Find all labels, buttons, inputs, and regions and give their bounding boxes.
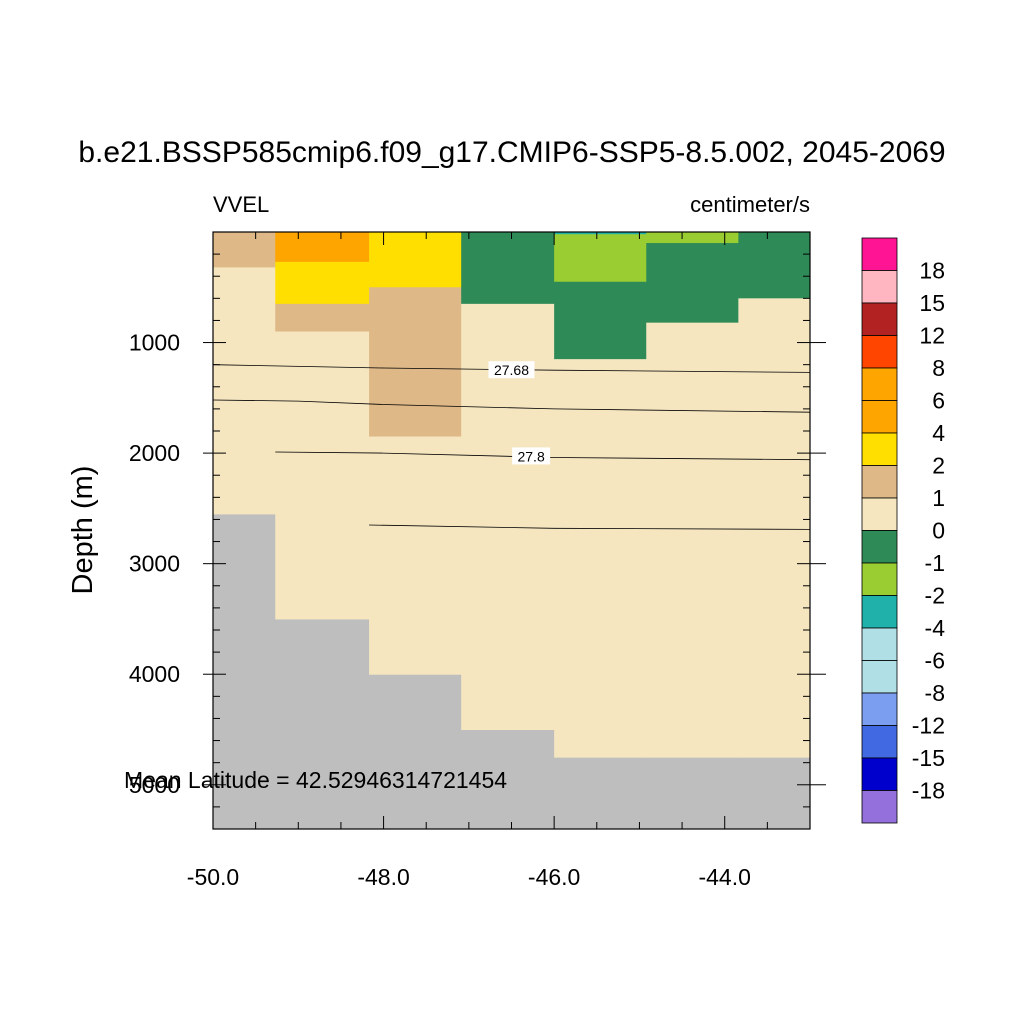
colorbar-box — [861, 432, 898, 466]
field-cell — [554, 232, 647, 235]
colorbar-label: 18 — [919, 258, 945, 284]
chart-title: b.e21.BSSP585cmip6.f09_g17.CMIP6-SSP5-8.… — [78, 136, 945, 169]
colorbar-label: -8 — [925, 680, 945, 706]
field-cell — [461, 232, 555, 305]
colorbar-label: 15 — [919, 290, 945, 316]
colorbar-box — [861, 660, 898, 694]
x-tick-label: -46.0 — [528, 864, 580, 890]
field-cell — [554, 234, 647, 283]
colorbar-box — [861, 367, 898, 401]
colorbar-label: -2 — [925, 583, 945, 609]
colorbar-box — [861, 302, 898, 336]
density-contours: 27.68 27.8 — [212, 361, 811, 530]
colorbar-box — [861, 627, 898, 661]
field-cell — [738, 298, 811, 758]
colorbar: 18 15 12 8 6 4 2 1 0 -1 -2 -4 -6 -8 -12 -15 -18 — [861, 237, 946, 824]
colorbar-label: 1 — [932, 485, 945, 511]
units-label: centimeter/s — [690, 192, 810, 217]
colorbar-box — [861, 530, 898, 564]
colorbar-label: 2 — [932, 453, 945, 479]
y-tick-label: 5000 — [129, 772, 180, 798]
field-cell — [369, 436, 462, 675]
colorbar-label: -18 — [912, 778, 945, 804]
colorbar-label: -15 — [912, 745, 945, 771]
colorbar-box — [861, 725, 898, 759]
field-cell — [275, 232, 370, 263]
contour-line — [212, 399, 811, 413]
colorbar-label: 6 — [932, 388, 945, 414]
field-cell — [646, 243, 739, 324]
field-cell — [369, 287, 462, 438]
field-cell — [738, 232, 811, 299]
field-cell — [275, 303, 370, 332]
contour-label: 27.8 — [517, 448, 544, 464]
field-cell — [554, 359, 647, 758]
y-tick-label: 3000 — [129, 551, 180, 577]
colorbar-label: -6 — [925, 648, 945, 674]
variable-label: VVEL — [213, 192, 269, 217]
colorbar-box — [861, 335, 898, 369]
y-axis-label: Depth (m) — [67, 466, 99, 595]
contour-line — [275, 451, 811, 461]
field-cell — [213, 267, 276, 515]
x-tick-label: -48.0 — [357, 864, 409, 890]
x-tick-label: -50.0 — [187, 864, 239, 890]
colorbar-box — [861, 270, 898, 304]
colorbar-label: -1 — [925, 550, 945, 576]
colorbar-box — [861, 692, 898, 726]
colorbar-label: 12 — [919, 323, 945, 349]
colorbar-box — [861, 237, 898, 271]
colorbar-box — [861, 562, 898, 596]
colorbar-box — [861, 497, 898, 531]
contour-label-box — [512, 447, 551, 465]
field-cell — [554, 281, 647, 360]
colorbar-label: 0 — [932, 518, 945, 544]
colorbar-label: 4 — [932, 420, 945, 446]
y-tick-label: 1000 — [129, 330, 180, 356]
colorbar-box — [861, 465, 898, 499]
y-tick-label: 4000 — [129, 661, 180, 687]
field-cell — [275, 261, 370, 305]
colorbar-box — [861, 757, 898, 791]
x-tick-label: -44.0 — [698, 864, 750, 890]
colorbar-label: -12 — [912, 713, 945, 739]
colorbar-box — [861, 790, 898, 824]
colorbar-label: 8 — [932, 355, 945, 381]
field-cell — [369, 232, 462, 288]
field-cell — [646, 232, 739, 244]
y-tick-label: 2000 — [129, 440, 180, 466]
mean-latitude-annotation: Mean Latitude = 42.52946314721454 — [124, 767, 507, 793]
colorbar-box — [861, 400, 898, 434]
contour-label-box — [488, 361, 535, 379]
field-cells — [213, 232, 811, 829]
field-cell — [646, 322, 739, 758]
colorbar-box — [861, 595, 898, 629]
plot-axes: -50.0 -48.0 -46.0 -44.0 1000 2000 3000 4000 5000 — [129, 231, 826, 890]
contour-line — [212, 364, 811, 373]
field-cell — [275, 331, 370, 620]
contour-label: 27.68 — [494, 362, 529, 378]
contour-line — [369, 524, 811, 530]
field-cell — [213, 232, 276, 268]
colorbar-label: -4 — [925, 615, 946, 641]
